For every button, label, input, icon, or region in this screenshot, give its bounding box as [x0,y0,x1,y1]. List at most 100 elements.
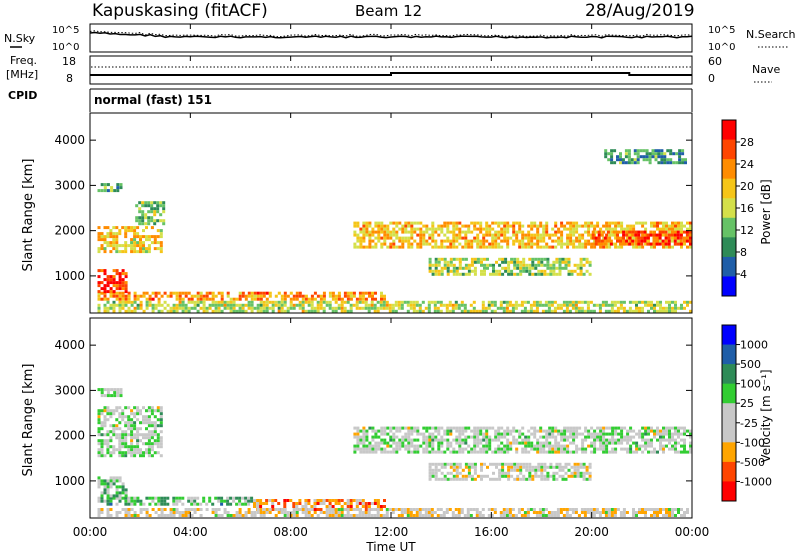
heatmap-cell [136,412,140,416]
heatmap-cell [383,227,387,231]
heatmap-cell [662,432,665,436]
heatmap-cell [591,230,595,234]
noise-tick-top-left: 10^5 [52,25,79,36]
heatmap-cell [153,238,157,242]
heatmap-cell [584,245,588,249]
heatmap-cell [376,306,380,310]
heatmap-cell [455,224,459,228]
heatmap-cell [490,508,494,511]
freq-tick-bottom: 8 [66,72,73,85]
heatmap-cell [574,300,578,304]
heatmap-cell [124,297,128,301]
heatmap-cell [289,511,293,514]
heatmap-cell [145,451,148,455]
heatmap-cell [600,242,604,246]
heatmap-cell [558,462,562,466]
heatmap-cell [674,221,677,225]
heatmap-cell [662,426,665,430]
heatmap-cell [689,245,692,249]
heatmap-cell [304,499,308,502]
heatmap-cell [455,239,459,243]
velocity-heatmap [97,388,692,517]
heatmap-cell [398,236,402,240]
heatmap-cell [587,239,591,243]
heatmap-cell [100,232,104,236]
heatmap-cell [653,303,656,307]
heatmap-cell [434,429,438,433]
heatmap-cell [241,309,245,313]
heatmap-cell [437,257,441,261]
heatmap-cell [416,447,420,451]
heatmap-cell [539,435,543,439]
nsky-label: N.Sky [4,32,36,45]
heatmap-cell [686,300,689,304]
heatmap-cell [175,297,179,301]
heatmap-cell [506,227,510,231]
heatmap-cell [674,441,677,445]
heatmap-cell [449,429,453,433]
heatmap-cell [579,272,583,276]
heatmap-cell [499,514,503,517]
heatmap-cell [492,263,495,267]
heatmap-cell [443,474,447,478]
x-tick-label: 20:00 [574,525,609,539]
heatmap-cell [585,477,589,481]
heatmap-cell [593,227,597,231]
heatmap-cell [452,269,456,273]
heatmap-cell [689,224,692,228]
heatmap-cell [361,511,365,514]
heatmap-cell [596,224,600,228]
heatmap-cell [118,496,122,500]
heatmap-cell [331,511,335,514]
heatmap-cell [548,447,552,451]
heatmap-cell [106,409,110,413]
heatmap-cell [274,303,278,307]
heatmap-cell [656,309,659,313]
heatmap-cell [638,221,642,225]
heatmap-cell [452,245,456,249]
heatmap-cell [506,224,510,228]
heatmap-cell [617,224,621,228]
heatmap-cell [481,508,485,511]
heatmap-cell [572,233,576,237]
heatmap-cell [160,514,164,517]
heatmap-cell [97,412,101,416]
heatmap-cell [427,511,431,514]
heatmap-cell [401,236,405,240]
heatmap-cell [313,499,317,502]
heatmap-cell [510,257,514,261]
heatmap-cell [641,444,645,448]
heatmap-cell [304,511,308,514]
heatmap-cell [147,222,151,226]
heatmap-cell [371,239,375,243]
heatmap-cell [150,219,154,223]
heatmap-cell [340,505,344,508]
heatmap-cell [358,499,362,502]
heatmap-cell [106,439,110,443]
heatmap-cell [491,236,495,240]
heatmap-cell [256,309,260,313]
heatmap-cell [150,409,154,413]
heatmap-cell [666,161,670,165]
heatmap-cell [674,303,677,307]
heatmap-cell [540,465,544,469]
heatmap-cell [118,427,122,431]
heatmap-cell [265,309,269,313]
heatmap-cell [377,227,381,231]
heatmap-cell [633,149,637,153]
heatmap-cell [458,233,462,237]
nsky-trace [89,31,693,39]
heatmap-cell [97,514,101,517]
heatmap-cell [364,303,368,307]
heatmap-cell [115,406,119,410]
heatmap-cell [552,269,556,273]
heatmap-cell [668,230,671,234]
heatmap-cell [379,508,383,511]
heatmap-cell [437,245,441,249]
heatmap-cell [156,204,160,208]
heatmap-cell [229,306,233,310]
heatmap-cell [512,239,516,243]
heatmap-cell [478,514,482,517]
heatmap-cell [561,465,565,469]
heatmap-cell [419,221,423,225]
